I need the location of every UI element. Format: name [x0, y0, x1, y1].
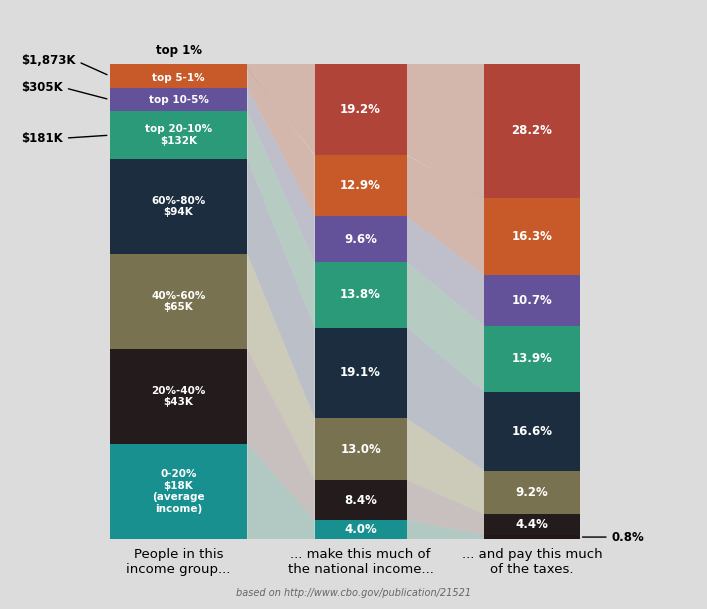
Polygon shape — [407, 155, 484, 275]
Bar — [110, 444, 247, 539]
Polygon shape — [247, 88, 315, 262]
Bar — [315, 520, 407, 539]
Text: 19.2%: 19.2% — [340, 103, 381, 116]
Text: 9.6%: 9.6% — [344, 233, 377, 245]
Text: based on http://www.cbo.gov/publication/21521: based on http://www.cbo.gov/publication/… — [236, 588, 471, 598]
Text: top 20-10%
$132K: top 20-10% $132K — [145, 124, 212, 146]
Text: top 1%: top 1% — [156, 44, 201, 57]
Bar — [315, 216, 407, 262]
Bar — [484, 275, 580, 326]
Polygon shape — [407, 64, 484, 198]
Polygon shape — [407, 262, 484, 392]
Polygon shape — [247, 69, 315, 216]
Bar — [110, 69, 247, 88]
Polygon shape — [247, 64, 315, 155]
Bar — [110, 349, 247, 444]
Text: 12.9%: 12.9% — [340, 179, 381, 192]
Text: 9.2%: 9.2% — [515, 486, 549, 499]
Text: 10.7%: 10.7% — [512, 294, 552, 307]
Text: 4.4%: 4.4% — [515, 518, 549, 531]
Polygon shape — [247, 111, 315, 328]
Text: top 5-1%: top 5-1% — [152, 73, 205, 83]
Bar — [110, 64, 247, 69]
Polygon shape — [407, 480, 484, 535]
Polygon shape — [247, 349, 315, 520]
Text: 28.2%: 28.2% — [512, 124, 552, 138]
Text: 4.0%: 4.0% — [344, 523, 377, 536]
Bar — [484, 198, 580, 275]
Bar — [315, 64, 407, 155]
Text: ... and pay this much
of the taxes.: ... and pay this much of the taxes. — [462, 548, 602, 576]
Text: $1,873K: $1,873K — [21, 54, 107, 75]
Text: $181K: $181K — [21, 132, 107, 145]
Bar — [315, 262, 407, 328]
Polygon shape — [407, 520, 484, 539]
Polygon shape — [407, 328, 484, 471]
Bar — [315, 328, 407, 418]
Bar — [484, 514, 580, 535]
Text: 40%-60%
$65K: 40%-60% $65K — [151, 290, 206, 312]
Text: 20%-40%
$43K: 20%-40% $43K — [151, 385, 206, 407]
Text: ... make this much of
the national income...: ... make this much of the national incom… — [288, 548, 433, 576]
Text: $305K: $305K — [21, 81, 107, 99]
Bar — [484, 326, 580, 392]
Polygon shape — [247, 444, 315, 539]
Polygon shape — [407, 216, 484, 326]
Bar — [315, 418, 407, 480]
Bar — [110, 111, 247, 159]
Text: 60%-80%
$94K: 60%-80% $94K — [151, 195, 206, 217]
Text: 0-20%
$18K
(average
income): 0-20% $18K (average income) — [152, 469, 205, 514]
Text: 13.8%: 13.8% — [340, 288, 381, 301]
Polygon shape — [247, 254, 315, 480]
Polygon shape — [247, 159, 315, 418]
Bar — [484, 471, 580, 514]
Text: top 10-5%: top 10-5% — [148, 94, 209, 105]
Bar — [315, 480, 407, 520]
Bar — [315, 155, 407, 216]
Text: 13.0%: 13.0% — [340, 443, 381, 456]
Text: 16.6%: 16.6% — [512, 424, 552, 438]
Text: People in this
income group...: People in this income group... — [127, 548, 230, 576]
Bar — [484, 535, 580, 539]
Text: 13.9%: 13.9% — [512, 353, 552, 365]
Bar — [110, 254, 247, 349]
Bar — [110, 159, 247, 254]
Text: 8.4%: 8.4% — [344, 493, 377, 507]
Bar — [110, 88, 247, 111]
Text: 0.8%: 0.8% — [583, 530, 644, 544]
Text: 16.3%: 16.3% — [512, 230, 552, 243]
Text: 19.1%: 19.1% — [340, 367, 381, 379]
Bar — [484, 392, 580, 471]
Polygon shape — [407, 418, 484, 514]
Bar — [484, 64, 580, 198]
